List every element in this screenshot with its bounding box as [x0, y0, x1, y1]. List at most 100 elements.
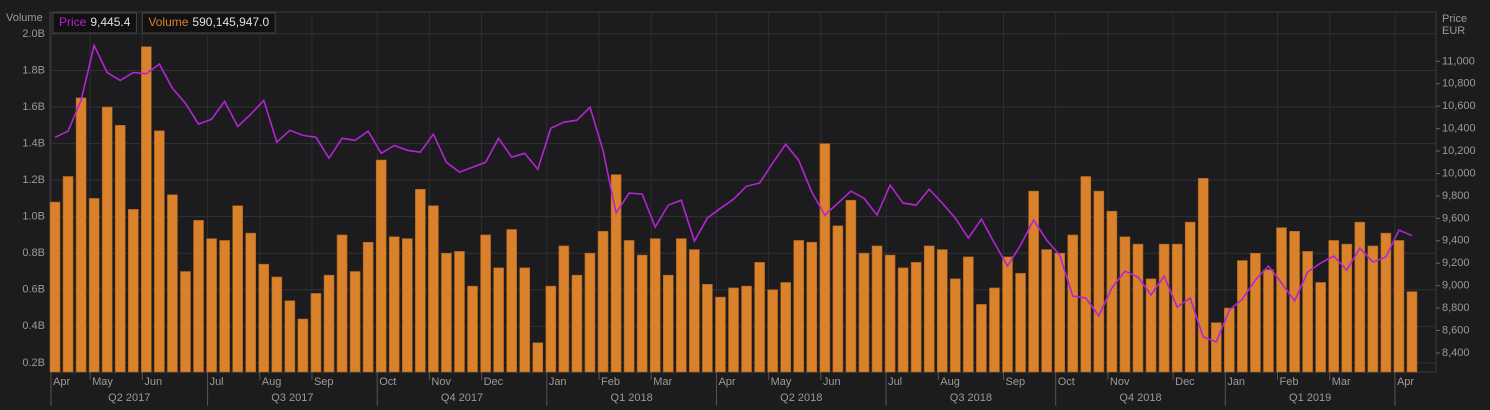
quarter-label: Q1 2018 [611, 392, 653, 404]
volume-bar [571, 274, 583, 373]
volume-bar [1015, 273, 1026, 373]
y2-tick-label: 8,600 [1442, 324, 1470, 336]
y2-tick-label: 8,800 [1442, 302, 1470, 314]
volume-bar [1406, 291, 1418, 373]
y2-tick-label: 10,000 [1442, 167, 1476, 179]
volume-bar [897, 267, 909, 373]
volume-bar [62, 176, 74, 373]
volume-bar [532, 342, 544, 373]
y-tick-label: 0.6B [22, 284, 45, 296]
volume-bar [49, 201, 61, 373]
volume-bar [441, 252, 452, 373]
volume-bar [741, 285, 752, 373]
volume-bar [1354, 221, 1366, 373]
volume-bar [232, 205, 243, 373]
volume-bar [206, 238, 217, 373]
volume-bar [1367, 245, 1379, 373]
y-tick-label: 1.4B [22, 137, 45, 149]
volume-bar [767, 289, 778, 373]
volume-bar [127, 209, 139, 373]
volume-bar [114, 124, 126, 373]
quarter-label: Q1 2019 [1289, 392, 1331, 404]
volume-bar [180, 271, 191, 373]
volume-bar [1119, 236, 1131, 373]
volume-bar [493, 267, 504, 373]
x-tick-label: Jul [210, 376, 224, 388]
volume-bar [1237, 260, 1248, 373]
x-tick-label: Jan [1227, 376, 1245, 388]
x-tick-label: Dec [1175, 376, 1195, 388]
volume-bar [1132, 243, 1144, 373]
volume-bar [662, 274, 674, 373]
volume-bar [976, 304, 987, 373]
y2-tick-label: 10,400 [1442, 123, 1476, 135]
volume-bar [1080, 176, 1092, 373]
volume-bar [323, 274, 335, 373]
y2-tick-label: 9,200 [1442, 257, 1470, 269]
volume-bar [388, 236, 400, 373]
volume-bar [1041, 249, 1052, 373]
x-tick-label: Oct [1058, 376, 1075, 388]
volume-bar [1210, 322, 1222, 373]
y-tick-label: 1.0B [22, 211, 45, 223]
volume-bar [1067, 234, 1079, 373]
volume-bar [780, 282, 791, 373]
volume-bar [845, 199, 857, 373]
volume-bar [336, 234, 348, 373]
x-tick-label: Apr [53, 376, 70, 388]
legend-box [52, 12, 137, 34]
volume-bar [950, 278, 961, 373]
x-tick-label: Feb [601, 376, 620, 388]
volume-bar [454, 251, 465, 373]
y2-tick-label: 9,600 [1442, 212, 1470, 224]
y2-axis-title: Price [1442, 13, 1467, 25]
volume-bar [297, 318, 309, 373]
volume-bar [1302, 251, 1313, 373]
y-tick-label: 1.2B [22, 174, 45, 186]
volume-bar [271, 276, 283, 373]
volume-bar [1158, 243, 1170, 373]
y2-tick-label: 11,000 [1442, 55, 1475, 67]
x-tick-label: Jan [549, 376, 567, 388]
legend-item: Volume 590,145,947.0 [141, 12, 276, 34]
quarter-label: Q3 2018 [950, 392, 992, 404]
volume-bar [1380, 232, 1392, 373]
volume-bar [597, 230, 609, 373]
x-tick-label: Dec [484, 376, 504, 388]
volume-bar [1106, 210, 1118, 373]
volume-bar [989, 287, 1000, 373]
volume-bar [676, 238, 687, 373]
y-tick-label: 2.0B [22, 28, 45, 40]
x-tick-label: Sep [314, 376, 334, 388]
volume-bar [284, 300, 296, 373]
volume-bar [1197, 177, 1209, 373]
volume-bar [1263, 269, 1274, 373]
y2-tick-label: 10,600 [1442, 100, 1476, 112]
volume-bar [219, 240, 230, 373]
y2-tick-label: 8,400 [1442, 347, 1470, 359]
volume-bar [415, 188, 426, 373]
volume-bar [754, 262, 765, 373]
volume-bar [1276, 227, 1287, 373]
volume-bar [923, 245, 935, 373]
x-tick-label: Oct [379, 376, 396, 388]
y-tick-label: 0.8B [22, 247, 45, 259]
volume-bar [910, 262, 922, 373]
volume-bar [1393, 240, 1405, 373]
volume-bar [623, 240, 635, 373]
x-tick-label: Apr [1397, 376, 1414, 388]
y2-tick-label: 10,800 [1442, 78, 1476, 90]
x-tick-label: May [771, 376, 792, 388]
x-tick-label: Feb [1280, 376, 1299, 388]
volume-bar [245, 232, 257, 373]
x-tick-label: Aug [940, 376, 960, 388]
volume-bar [1093, 190, 1105, 373]
volume-bar [141, 46, 152, 373]
volume-bar [193, 220, 204, 373]
volume-bar [715, 296, 726, 373]
volume-bar [519, 267, 531, 373]
y2-tick-label: 9,400 [1442, 235, 1470, 247]
volume-bar [401, 238, 413, 373]
volume-bar [1171, 243, 1183, 373]
volume-bar [1341, 243, 1353, 373]
